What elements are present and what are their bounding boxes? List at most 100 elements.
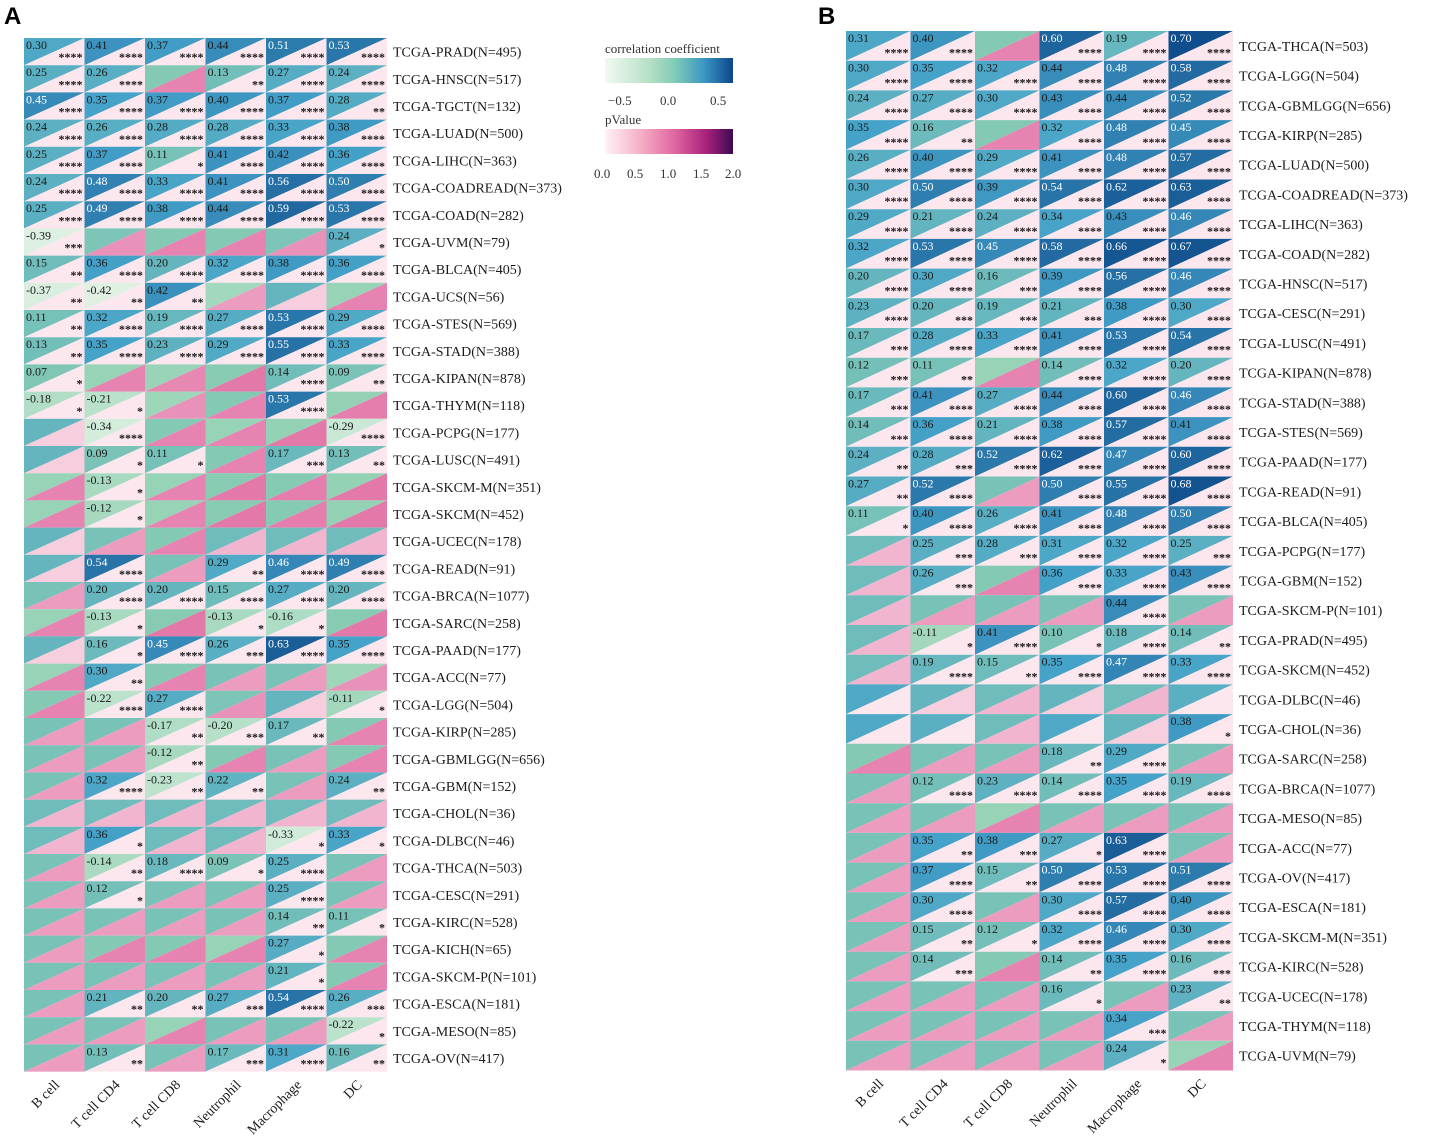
a-corr-value: 0.28: [208, 120, 229, 134]
b-significance-stars: ****: [1207, 313, 1231, 327]
a-corr-value: 0.30: [26, 38, 47, 52]
a-cell-corr-r24-c0: [24, 690, 85, 718]
a-cell-corr-r26-c1: [84, 745, 145, 773]
a-corr-value: 0.45: [147, 636, 168, 650]
b-cell-corr-r19-c0: [846, 595, 911, 625]
panel-a-label: A: [4, 3, 21, 30]
b-corr-value: 0.53: [913, 239, 934, 253]
b-cell-corr-r23-c3: [1039, 714, 1104, 744]
a-cell-corr-r33-c5: [326, 935, 387, 963]
b-cell-corr-r18-c0: [846, 565, 911, 596]
a-cell-corr-r16-c3: [205, 473, 266, 501]
b-cell-p-r30-c2: [975, 922, 1040, 952]
a-cell-corr-r21-c2: [145, 609, 206, 637]
b-cell-p-r17-c1: [910, 535, 975, 566]
b-corr-value: 0.30: [977, 90, 998, 104]
a-corr-value: 0.11: [26, 310, 47, 324]
a-cell-corr-r13-c5: [326, 391, 387, 419]
a-cell-corr-r8-c2: [145, 255, 206, 283]
a-corr-value: 0.20: [87, 582, 108, 596]
b-cell-corr-r26-c0: [846, 803, 911, 833]
a-cell-corr-r26-c3: [205, 745, 266, 773]
a-cell-corr-r20-c2: [145, 582, 206, 610]
b-cell-corr-r20-c4: [1104, 625, 1169, 655]
a-cell-p-r5-c1: [84, 174, 145, 202]
b-significance-stars: ****: [949, 194, 973, 208]
b-cell-corr-r6-c5: [1168, 209, 1233, 239]
b-cell-corr-r26-c3: [1039, 803, 1104, 833]
a-cell-p-r34-c3: [205, 962, 266, 990]
a-cell-p-r25-c2: [145, 718, 206, 746]
b-cell-p-r8-c2: [975, 268, 1040, 299]
b-cell-corr-r16-c0: [846, 506, 911, 536]
a-cell-p-r0-c0: [24, 38, 85, 66]
a-significance-stars: **: [192, 785, 204, 799]
b-significance-stars: ****: [1078, 46, 1102, 60]
a-cell-p-r28-c0: [24, 799, 85, 827]
a-cell-p-r13-c3: [205, 391, 266, 419]
a-cell-corr-r13-c3: [205, 391, 266, 419]
a-significance-stars: **: [373, 377, 385, 391]
a-significance-stars: ****: [240, 186, 264, 200]
b-significance-stars: ****: [1014, 521, 1038, 535]
b-significance-stars: ****: [1078, 105, 1102, 119]
b-cell-p-r19-c0: [846, 595, 911, 625]
b-cell-p-r6-c1: [910, 209, 975, 239]
b-significance-stars: ****: [1143, 75, 1167, 89]
a-corr-value: -0.22: [329, 1017, 354, 1031]
b-significance-stars: ****: [949, 877, 973, 891]
b-cell-corr-r8-c4: [1104, 268, 1169, 299]
a-cell-p-r31-c0: [24, 881, 85, 909]
a-row-label: TCGA-STAD(N=388): [393, 345, 520, 360]
b-significance-stars: *: [903, 521, 909, 535]
b-significance-stars: ****: [1143, 313, 1167, 327]
b-cell-corr-r30-c3: [1039, 922, 1104, 952]
a-corr-value: 0.11: [329, 908, 350, 922]
b-row-label: TCGA-LGG(N=504): [1239, 70, 1359, 85]
b-significance-stars: ****: [1207, 75, 1231, 89]
b-significance-stars: ***: [1020, 313, 1038, 327]
a-cell-corr-r19-c3: [205, 554, 266, 582]
a-cell-p-r8-c0: [24, 255, 85, 283]
a-row-label: TCGA-LIHC(N=363): [393, 154, 517, 169]
b-cell-corr-r30-c4: [1104, 922, 1169, 952]
a-cell-corr-r11-c4: [266, 337, 327, 365]
a-significance-stars: ****: [119, 132, 143, 146]
a-corr-value: 0.28: [147, 120, 168, 134]
b-significance-stars: ****: [1207, 194, 1231, 208]
b-significance-stars: **: [1090, 759, 1102, 773]
b-cell-corr-r18-c4: [1104, 565, 1169, 596]
b-cell-corr-r28-c3: [1039, 862, 1104, 893]
a-significance-stars: ****: [361, 268, 385, 282]
a-cell-p-r19-c0: [24, 554, 85, 582]
a-cell-p-r31-c5: [326, 881, 387, 909]
a-corr-value: 0.26: [329, 990, 350, 1004]
a-significance-stars: *: [319, 948, 325, 962]
a-cell-p-r36-c0: [24, 1017, 85, 1045]
b-cell-p-r13-c3: [1039, 417, 1104, 447]
b-cell-p-r3-c1: [910, 120, 975, 150]
b-cell-p-r29-c4: [1104, 892, 1169, 922]
b-cell-p-r15-c5: [1168, 476, 1233, 507]
b-row-label: TCGA-BLCA(N=405): [1239, 515, 1368, 530]
b-significance-stars: ****: [949, 165, 973, 179]
a-cell-corr-r17-c1: [84, 500, 145, 528]
b-cell-corr-r18-c3: [1039, 565, 1104, 596]
b-cell-p-r4-c0: [846, 149, 911, 180]
b-cell-corr-r21-c2: [975, 654, 1040, 685]
a-significance-stars: ***: [65, 241, 83, 255]
b-cell-p-r1-c1: [910, 60, 975, 91]
b-corr-value: 0.48: [1106, 120, 1127, 134]
b-significance-stars: ****: [1143, 551, 1167, 565]
a-cell-p-r28-c1: [84, 799, 145, 827]
b-cell-corr-r11-c3: [1039, 357, 1104, 388]
a-significance-stars: *: [77, 377, 83, 391]
b-cell-corr-r11-c2: [975, 357, 1040, 388]
b-cell-corr-r3-c0: [846, 120, 911, 150]
a-cell-corr-r33-c3: [205, 935, 266, 963]
b-corr-value: 0.50: [1171, 506, 1192, 520]
b-corr-value: 0.29: [1106, 744, 1127, 758]
a-cell-p-r6-c4: [266, 201, 327, 229]
a-significance-stars: ****: [301, 893, 325, 907]
a-corr-value: 0.13: [26, 337, 47, 351]
